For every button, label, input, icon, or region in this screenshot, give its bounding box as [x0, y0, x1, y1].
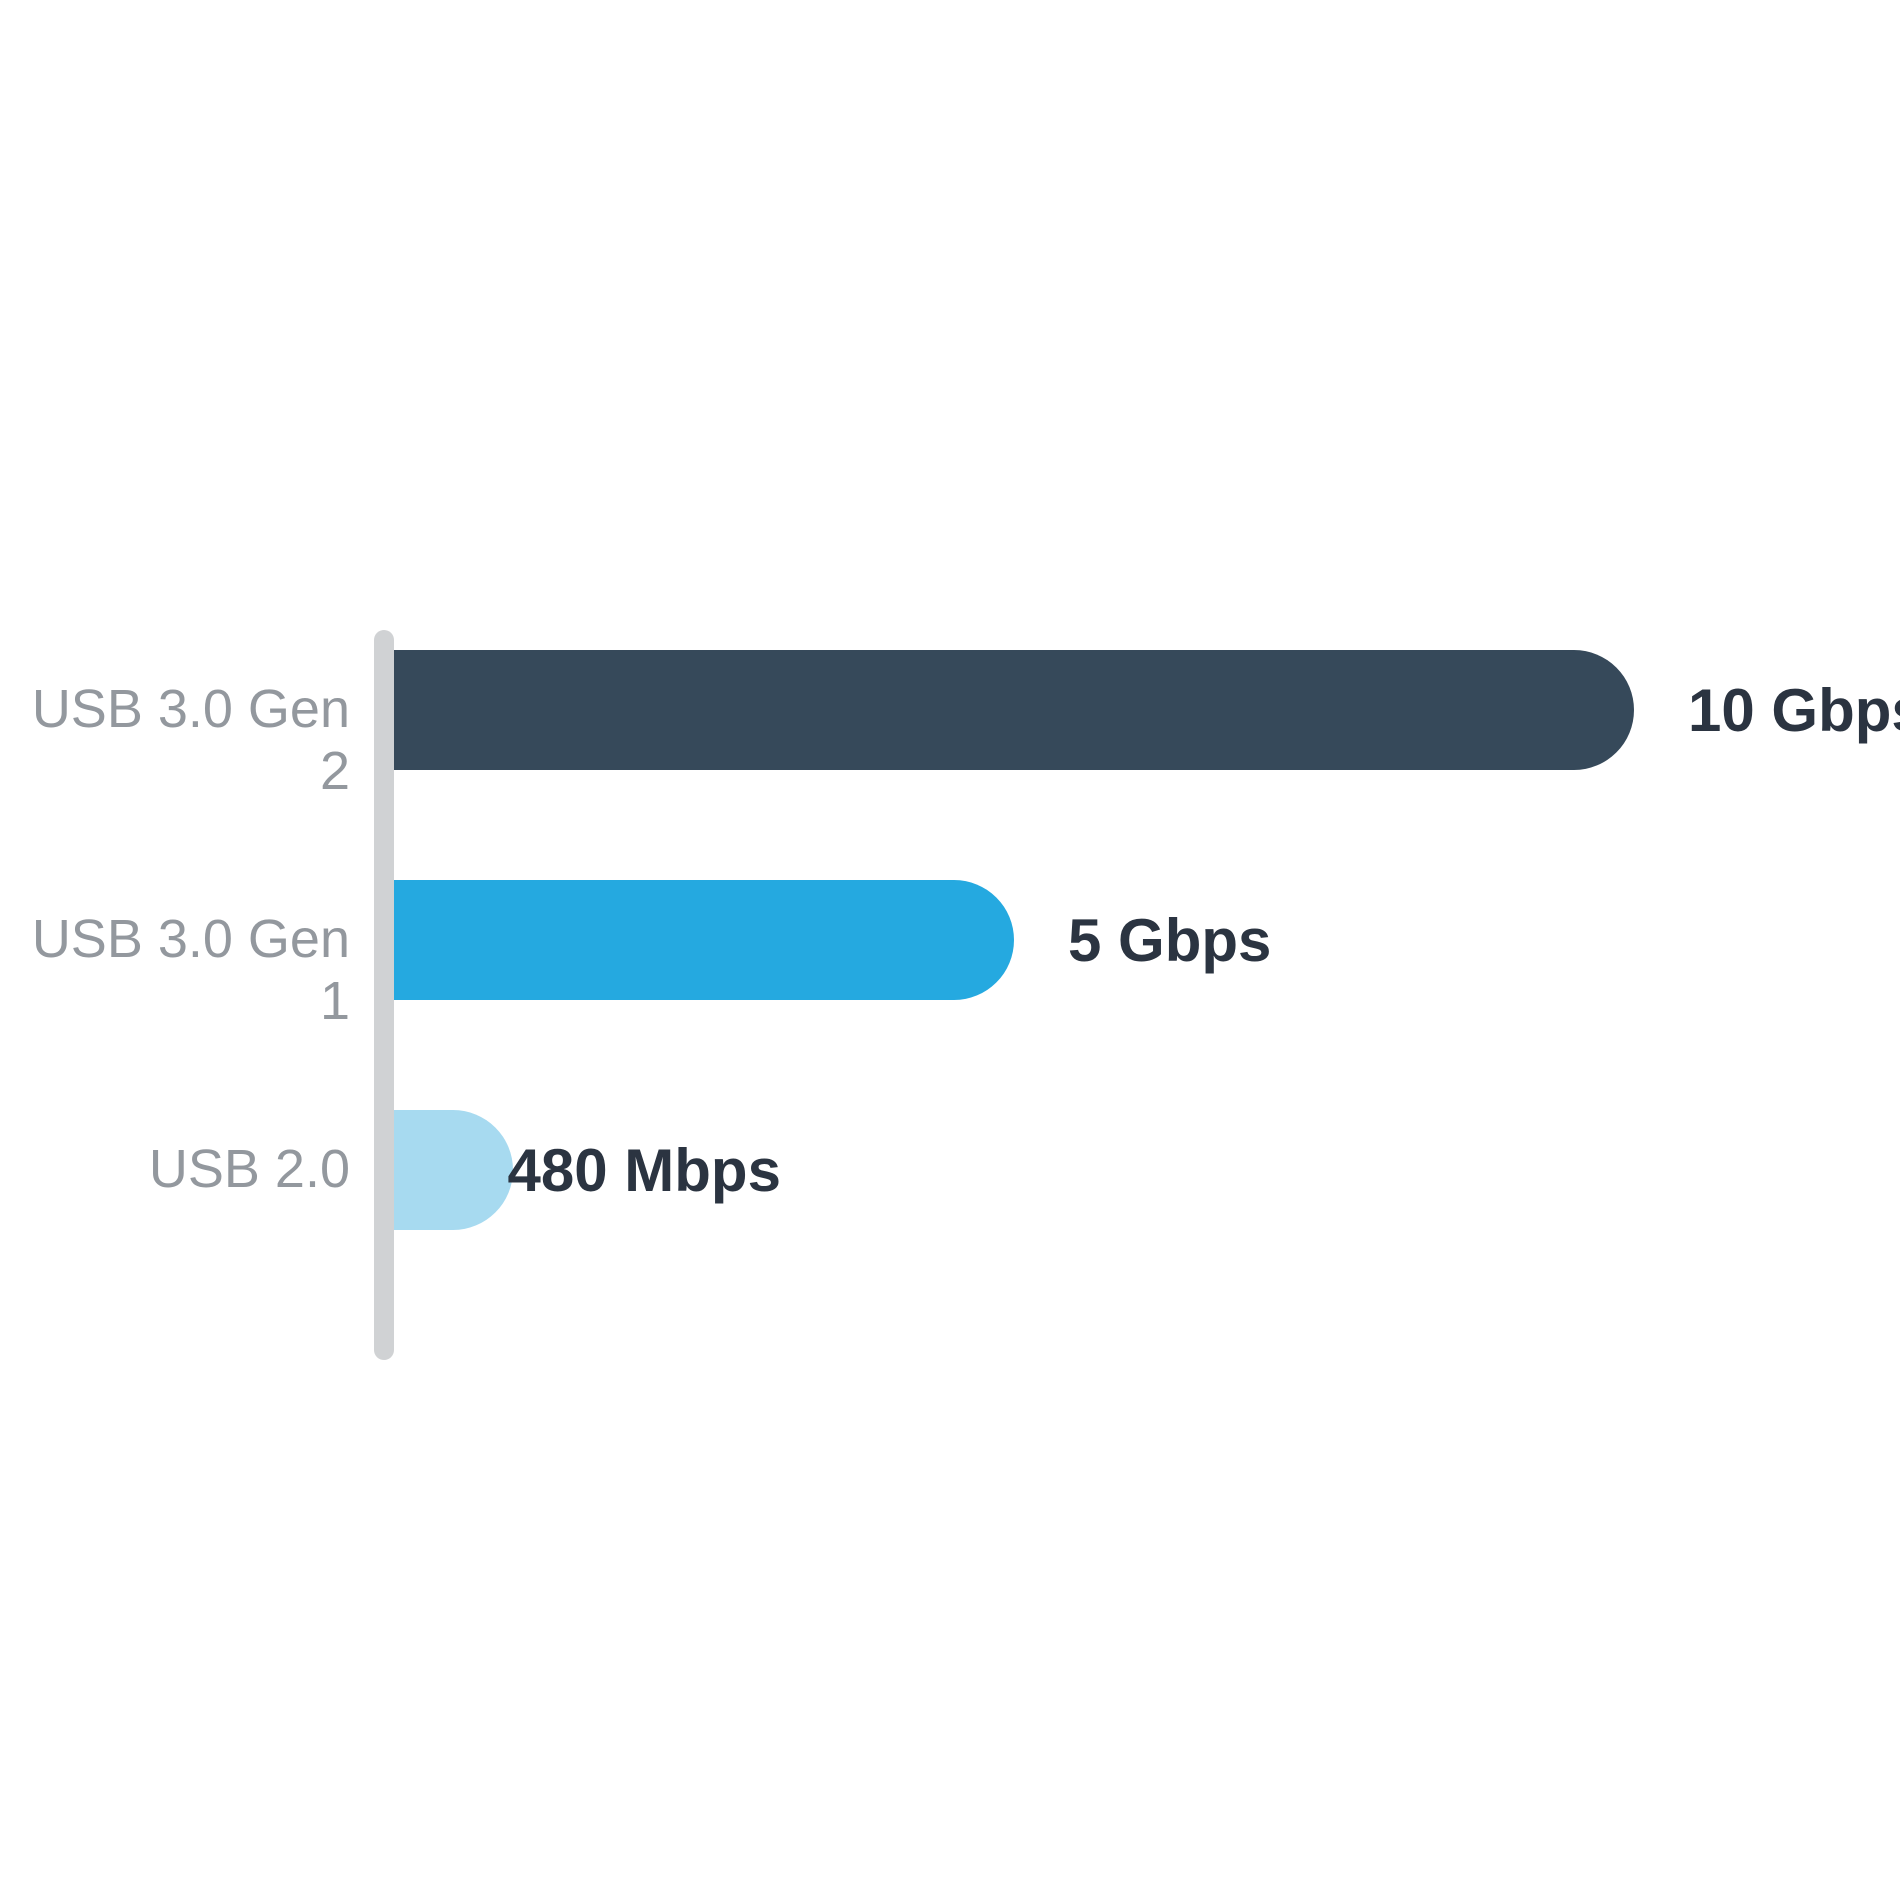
bar	[394, 1110, 454, 1230]
bar-cap	[894, 880, 1014, 1000]
bar	[394, 650, 1634, 770]
bar-rect	[394, 650, 1574, 770]
bar-row-usb30gen2: USB 3.0 Gen 2 10 Gbps	[0, 650, 1900, 770]
bar-row-usb20: USB 2.0 480 Mbps	[0, 1110, 1900, 1230]
bar-row-usb30gen1: USB 3.0 Gen 1 5 Gbps	[0, 880, 1900, 1000]
category-label: USB 3.0 Gen 1	[0, 908, 350, 1032]
category-label: USB 3.0 Gen 2	[0, 678, 350, 802]
bar-cap	[1514, 650, 1634, 770]
value-label: 480 Mbps	[508, 1136, 781, 1205]
category-label: USB 2.0	[149, 1138, 350, 1200]
bar	[394, 880, 1014, 1000]
value-label: 10 Gbps	[1688, 676, 1900, 745]
bar-rect	[394, 880, 954, 1000]
value-label: 5 Gbps	[1068, 906, 1271, 975]
bar-cap	[394, 1110, 513, 1230]
